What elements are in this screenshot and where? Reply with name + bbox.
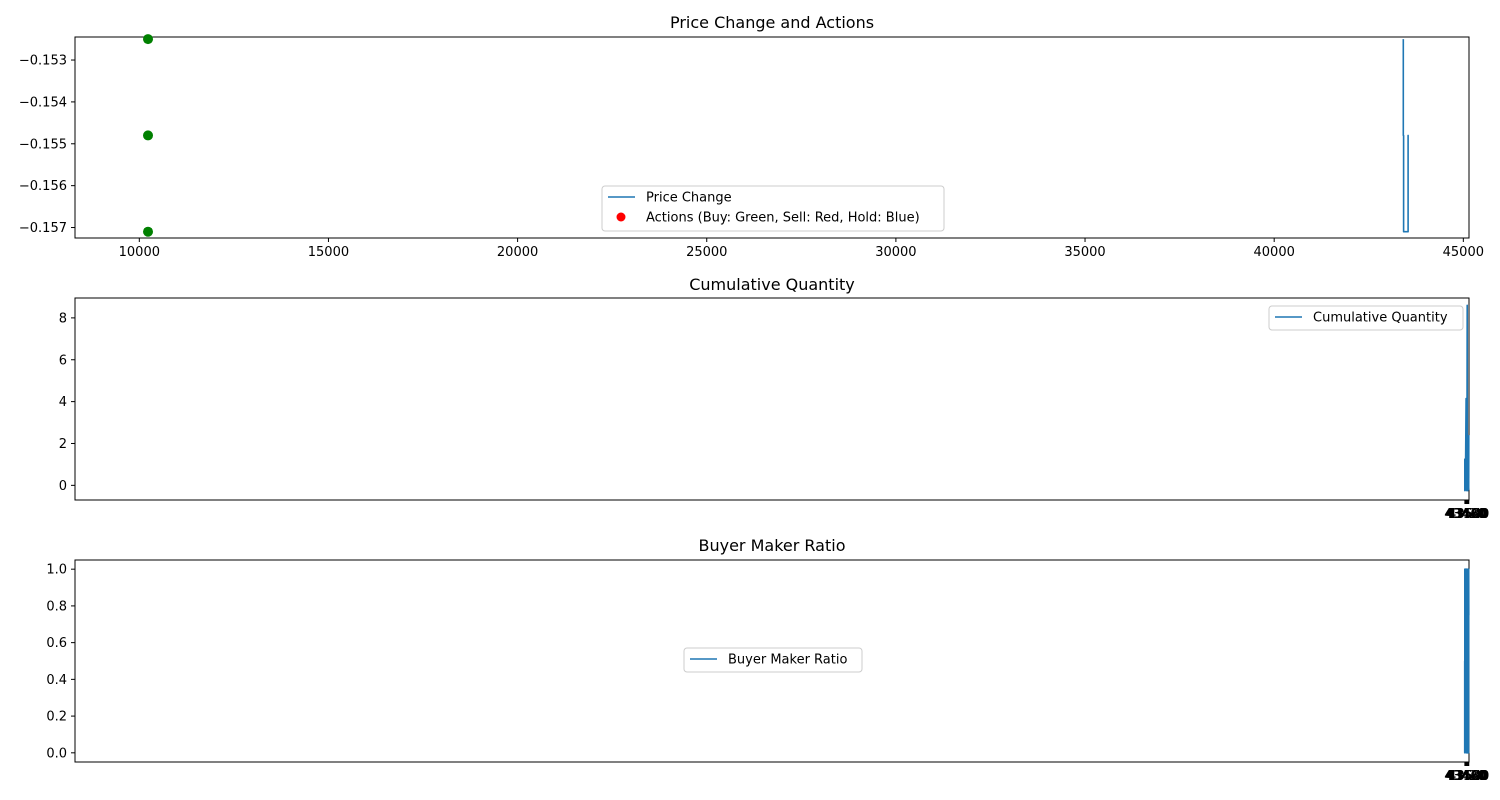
cumulative-quantity-title: Cumulative Quantity (689, 275, 855, 294)
series-line (1464, 304, 1470, 492)
x-tick-label: 43480 (1446, 507, 1487, 522)
cumulative-quantity-panel: Cumulative Quantity 43420434404346043480… (59, 275, 1490, 522)
x-tick-label: 43500 (1447, 769, 1488, 784)
x-tick-label: 43460 (1445, 769, 1486, 784)
axes-frame (74, 297, 1470, 501)
legend-label: Buyer Maker Ratio (728, 653, 847, 668)
y-tick-label: −0.153 (19, 54, 67, 69)
buyer-maker-ratio-title: Buyer Maker Ratio (699, 536, 846, 555)
x-tick-label: 43520 (1447, 507, 1488, 522)
action-point (143, 226, 154, 237)
x-tick-label: 20000 (497, 245, 538, 260)
x-tick-label: 40000 (1254, 245, 1295, 260)
legend-box (1268, 305, 1464, 331)
y-tick-label: 6 (59, 353, 67, 368)
y-tick-label: −0.155 (19, 137, 67, 152)
price-change-panel: Price Change and Actions 10000 15000 20000… (19, 13, 1484, 260)
buyer-maker-ratio-panel: Buyer Maker Ratio 4342043440434604348043… (46, 536, 1489, 784)
price-change-title: Price Change and Actions (670, 13, 874, 32)
x-tick-label: 43420 (1444, 769, 1485, 784)
series-line (1402, 39, 1409, 233)
x-tick-label: 35000 (1064, 245, 1105, 260)
action-point (143, 130, 154, 141)
legend-box (601, 185, 945, 232)
y-tick-label: 1.0 (46, 563, 67, 578)
y-tick-label: 0.6 (46, 636, 67, 651)
x-tick-label: 45000 (1443, 245, 1484, 260)
legend-marker (616, 212, 626, 222)
series-line (1463, 568, 1470, 754)
x-tick-label: 15000 (308, 245, 349, 260)
y-tick-label: 0.8 (46, 599, 67, 614)
y-tick-label: −0.156 (19, 179, 67, 194)
y-tick-label: 0.0 (46, 746, 67, 761)
axes-frame (74, 36, 1470, 239)
x-tick-label: 10000 (119, 245, 160, 260)
legend-label: Price Change (646, 191, 732, 206)
x-tick-label: 43500 (1447, 507, 1488, 522)
x-tick-label: 43540 (1448, 507, 1489, 522)
legend-label: Actions (Buy: Green, Sell: Red, Hold: Bl… (646, 211, 920, 226)
y-tick-label: −0.154 (19, 95, 67, 110)
y-tick-label: 0.2 (46, 710, 67, 725)
x-tick-label: 43460 (1445, 507, 1486, 522)
legend-label: Cumulative Quantity (1313, 311, 1448, 326)
action-point (143, 34, 154, 45)
x-tick-label: 43520 (1447, 769, 1488, 784)
y-tick-label: −0.157 (19, 221, 67, 236)
x-tick-label: 25000 (686, 245, 727, 260)
x-tick-label: 43480 (1446, 769, 1487, 784)
y-tick-label: 4 (59, 395, 67, 410)
x-tick-label: 43440 (1445, 769, 1486, 784)
y-tick-label: 8 (59, 311, 67, 326)
legend-box (683, 647, 863, 673)
y-tick-label: 0.4 (46, 673, 67, 688)
y-tick-label: 0 (59, 479, 67, 494)
x-tick-label: 43440 (1445, 507, 1486, 522)
y-tick-label: 2 (59, 437, 67, 452)
x-tick-label: 43540 (1448, 769, 1489, 784)
x-tick-label: 30000 (875, 245, 916, 260)
x-tick-label: 43420 (1444, 507, 1485, 522)
